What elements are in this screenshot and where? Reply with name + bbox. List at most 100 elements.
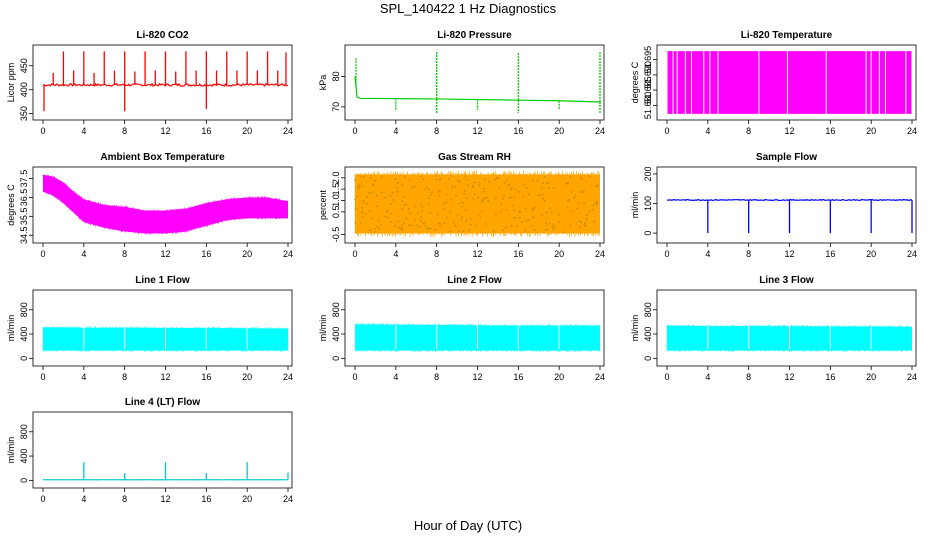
data-point [548,222,551,225]
data-point [358,174,361,177]
data-point [570,190,573,193]
figure-title: SPL_140422 1 Hz Diagnostics [379,1,557,16]
data-point [380,176,383,179]
data-point [547,182,550,185]
plot-frame [32,44,293,121]
data-point [414,219,417,222]
x-tick-label: 24 [907,126,917,136]
x-tick-label: 0 [40,372,45,382]
data-point [570,210,573,213]
data-point [532,179,534,182]
data-point [401,184,404,187]
data-point [549,207,551,210]
data-point [484,178,486,181]
data-line [354,76,601,103]
data-point [358,186,360,188]
y-tick-label: 0 [643,356,653,361]
panel-data [666,198,913,234]
y-tick-label: 0 [19,356,29,361]
data-point [584,222,587,224]
x-tick-label: 20 [242,249,252,259]
x-tick-label: 4 [705,126,710,136]
data-point [401,229,404,231]
data-point [397,220,400,223]
data-point [508,184,511,187]
data-point [502,229,505,232]
data-point [374,179,377,182]
x-tick-label: 0 [40,126,45,136]
data-point [475,224,478,227]
data-point [431,191,434,194]
data-point [541,186,543,189]
x-tick-label: 4 [81,249,86,259]
data-point [510,189,512,191]
data-point [557,213,560,216]
data-point [465,219,468,222]
panel-title: Li-820 Pressure [437,30,512,41]
y-tick-label: 400 [331,327,341,342]
data-point [534,229,537,232]
x-tick-label: 24 [595,126,605,136]
data-point [507,183,509,186]
data-point [514,188,517,191]
plot-frame [32,411,293,489]
data-point [361,206,364,209]
x-tick-label: 4 [81,494,86,504]
data-point [375,194,378,197]
data-point [449,230,452,233]
x-tick-label: 16 [201,126,211,136]
data-point [449,210,452,213]
y-tick-label: 400 [19,82,29,97]
data-point [502,198,505,200]
data-point [405,217,408,220]
data-point [525,220,528,222]
y-tick-label: 450 [19,58,29,73]
data-point [445,216,448,219]
data-point [483,187,486,190]
data-point [372,183,375,186]
data-point [401,200,404,203]
data-point [436,213,439,216]
data-point [573,196,575,199]
data-point [499,211,502,213]
data-point [523,183,526,186]
data-point [478,184,481,187]
data-point [545,218,548,220]
data-point [423,188,426,191]
x-tick-label: 16 [201,494,211,504]
data-point [354,207,357,210]
data-point [408,224,410,227]
data-point [386,209,388,212]
y-tick-label: 1.0 [331,194,341,207]
data-point [532,207,535,210]
data-point [579,176,582,179]
data-point [390,203,393,205]
data-point [568,198,571,201]
data-point [455,194,458,197]
data-point [361,215,364,218]
data-point [356,185,359,188]
data-point [368,210,371,212]
data-point [542,182,544,184]
data-point [354,178,356,181]
data-point [510,187,513,190]
data-point [377,220,380,222]
data-point [517,190,520,193]
data-point [543,199,546,202]
data-point [580,178,583,180]
data-point [525,186,528,189]
data-point [567,200,569,203]
y-axis-label: ml/min [6,437,16,464]
data-point [462,230,465,233]
data-point [454,224,457,227]
data-point [387,216,389,219]
data-point [457,179,459,182]
data-point [578,220,581,223]
data-point [378,228,381,230]
plot-frame [344,44,605,121]
panel-data [42,51,289,112]
panel-data [666,294,912,352]
panel-data [42,294,289,352]
panel-title: Line 4 (LT) Flow [125,397,201,408]
